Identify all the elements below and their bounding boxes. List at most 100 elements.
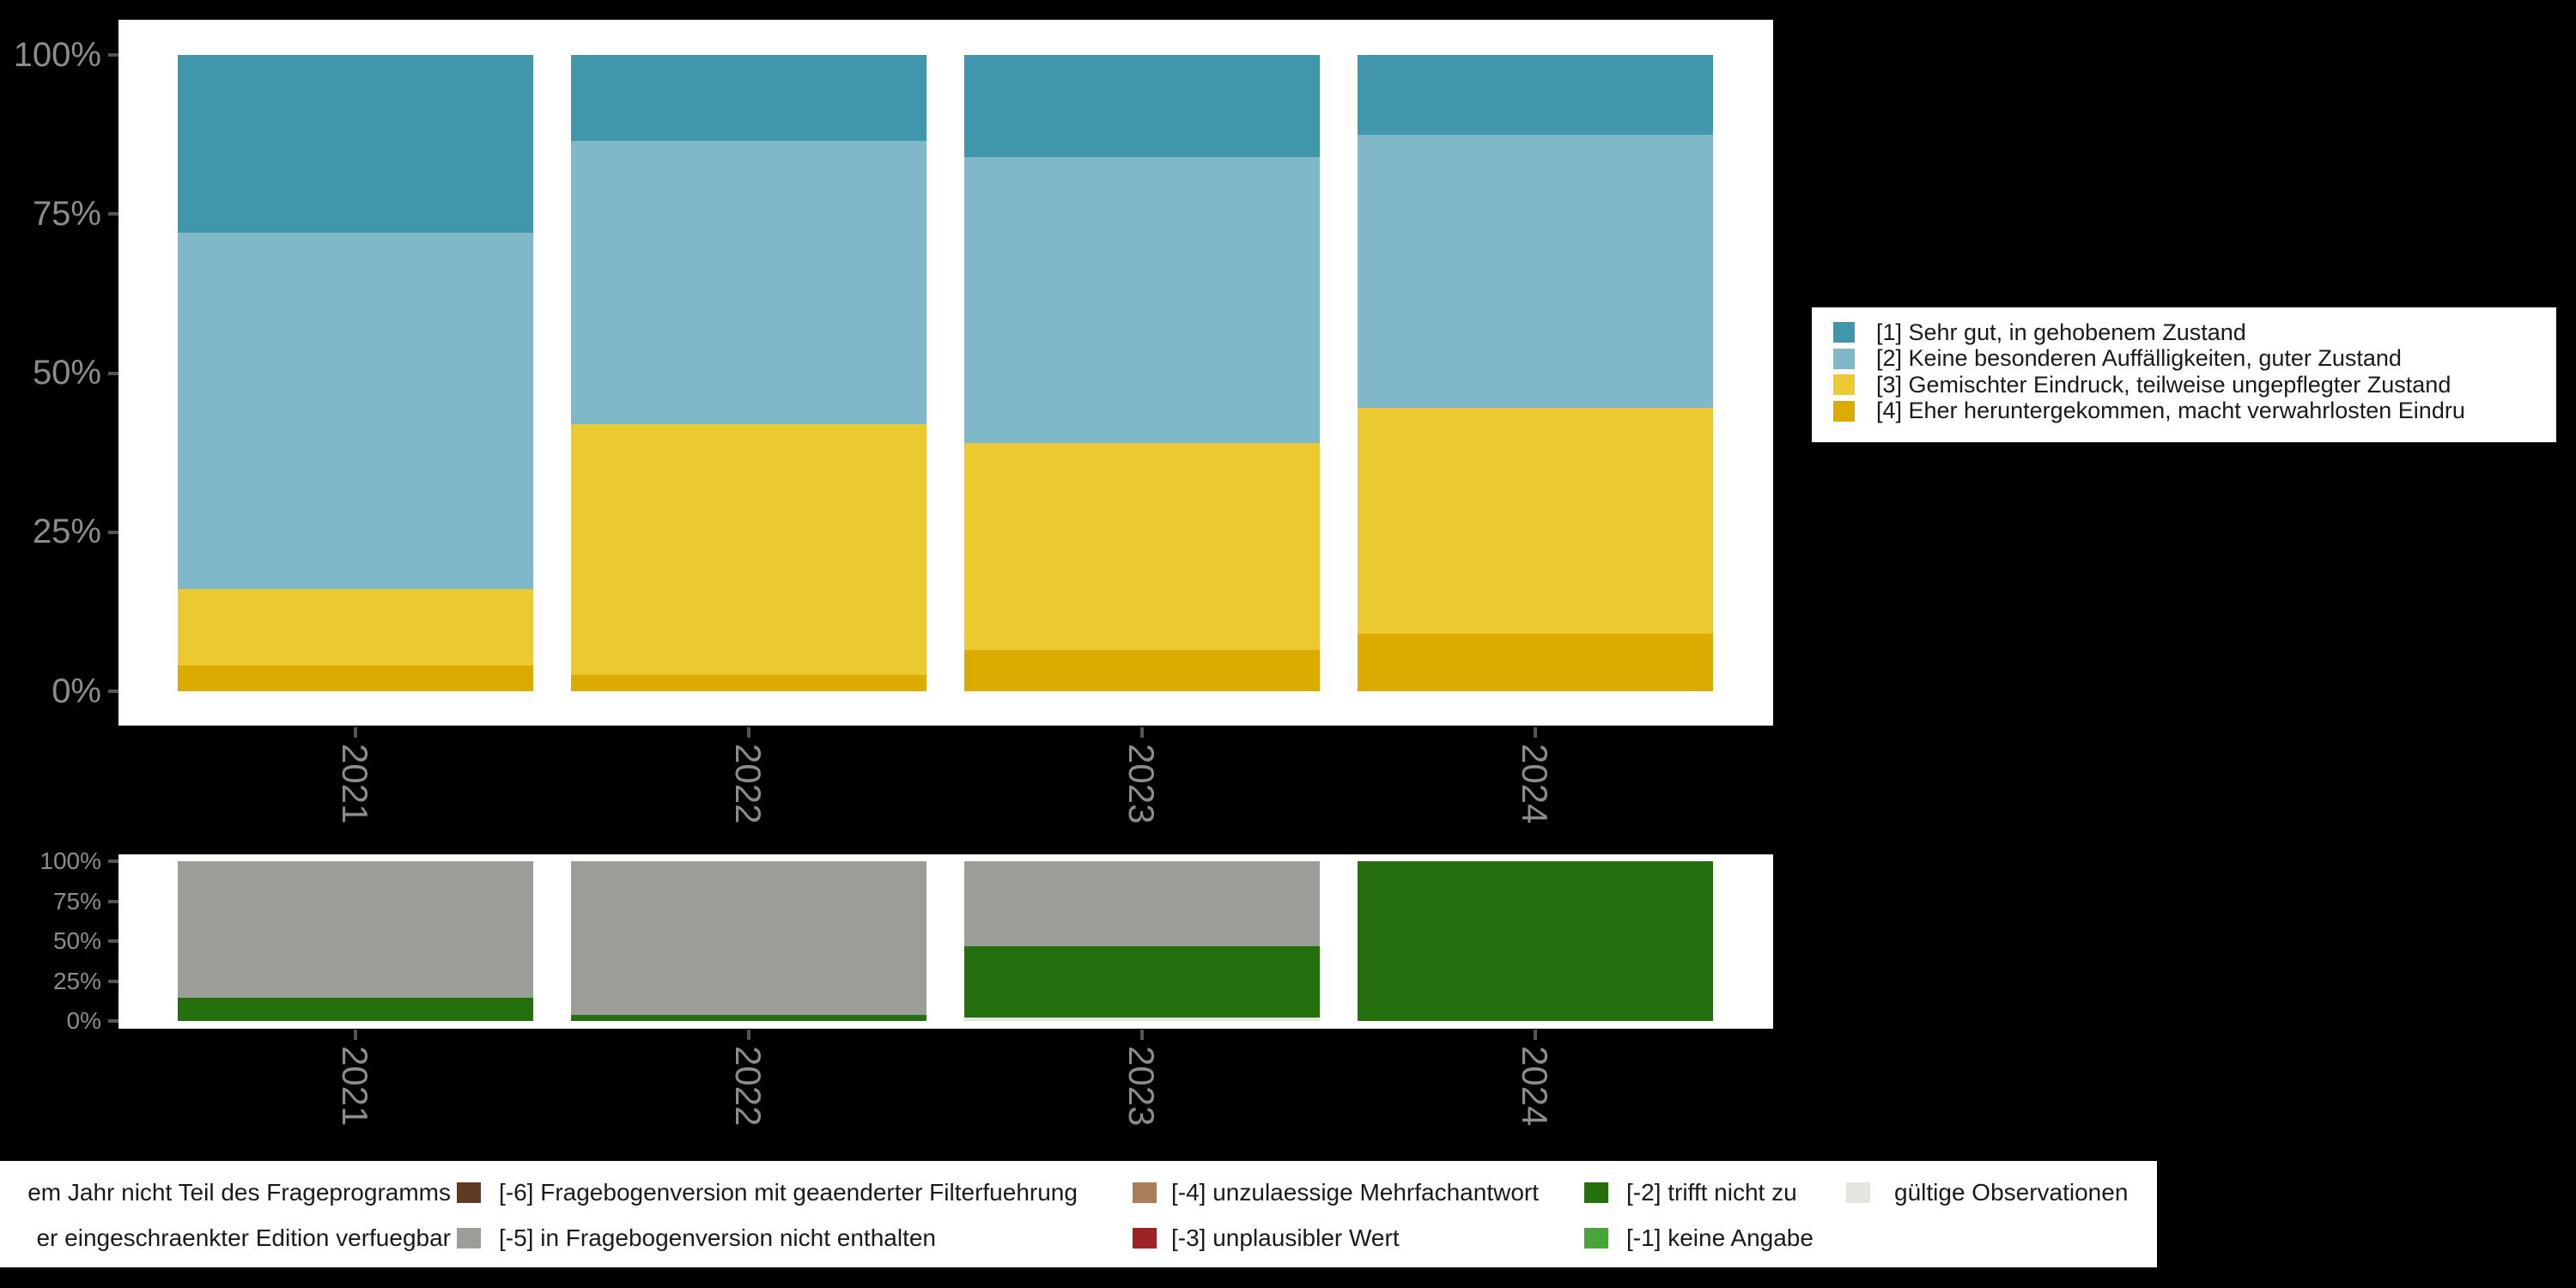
bar-segment bbox=[1358, 55, 1713, 135]
bar-segment bbox=[178, 861, 533, 999]
bar-segment bbox=[571, 423, 927, 676]
legend-item: [-3] unplausibler Wert bbox=[1133, 1224, 1400, 1252]
legend-label: [1] Sehr gut, in gehobenem Zustand bbox=[1876, 319, 2246, 345]
x-tick-label: 2021 bbox=[335, 744, 376, 824]
legend-label: [-6] Fragebogenversion mit geaenderter F… bbox=[499, 1179, 1078, 1206]
legend-item: [1] Sehr gut, in gehobenem Zustand bbox=[1833, 319, 2246, 346]
x-tick-mark bbox=[1534, 1030, 1537, 1040]
y-tick-label: 50% bbox=[32, 354, 101, 392]
y-tick-label: 0% bbox=[52, 671, 101, 710]
legend-swatch bbox=[1833, 322, 1855, 343]
legend-item: [-1] keine Angabe bbox=[1584, 1224, 1814, 1252]
legend-swatch bbox=[1833, 374, 1855, 396]
legend-missing-codes: em Jahr nicht Teil des Frageprogramms er … bbox=[0, 1161, 2157, 1267]
bar-segment bbox=[571, 675, 927, 691]
legend-item: er eingeschraenkter Edition verfuegbar bbox=[0, 1224, 451, 1252]
legend-item: [-5] in Fragebogenversion nicht enthalte… bbox=[457, 1224, 936, 1252]
legend-swatch bbox=[1584, 1228, 1608, 1249]
y-tick-mark bbox=[108, 979, 118, 983]
bar-segment bbox=[964, 55, 1320, 157]
bar-segment bbox=[1358, 634, 1713, 691]
bar-segment bbox=[964, 443, 1320, 650]
y-tick-label: 100% bbox=[39, 848, 101, 874]
y-tick-label: 25% bbox=[32, 513, 101, 551]
legend-swatch bbox=[457, 1182, 481, 1203]
bar-segment bbox=[571, 861, 927, 1016]
y-tick-mark bbox=[108, 860, 118, 863]
bar-segment bbox=[964, 1018, 1320, 1021]
legend-label: [3] Gemischter Eindruck, teilweise ungep… bbox=[1876, 371, 2451, 398]
legend-label: gültige Observationen bbox=[1894, 1179, 2129, 1206]
bar-segment bbox=[571, 55, 927, 142]
bar-segment bbox=[178, 665, 533, 691]
bar-segment bbox=[1358, 861, 1713, 1021]
legend-swatch bbox=[1833, 348, 1855, 369]
x-tick-mark bbox=[747, 727, 750, 738]
bar-segment bbox=[964, 945, 1320, 1018]
legend-label: [-1] keine Angabe bbox=[1626, 1224, 1814, 1251]
x-tick-mark bbox=[1534, 727, 1537, 738]
legend-item: gültige Observationen bbox=[1846, 1179, 2128, 1206]
bar-segment bbox=[1358, 134, 1713, 409]
legend-swatch bbox=[1133, 1228, 1157, 1249]
x-tick-mark bbox=[354, 1030, 357, 1040]
y-tick-mark bbox=[108, 530, 118, 534]
x-tick-label: 2022 bbox=[728, 744, 769, 824]
bar-segment bbox=[178, 233, 533, 590]
y-tick-mark bbox=[108, 690, 118, 693]
legend-label: [4] Eher heruntergekommen, macht verwahr… bbox=[1876, 398, 2465, 424]
y-tick-label: 0% bbox=[66, 1007, 101, 1034]
legend-swatch bbox=[457, 1228, 481, 1249]
legend-swatch bbox=[1833, 400, 1855, 422]
legend-label: er eingeschraenkter Edition verfuegbar bbox=[36, 1224, 451, 1251]
legend-item: [3] Gemischter Eindruck, teilweise ungep… bbox=[1833, 372, 2451, 398]
y-tick-mark bbox=[108, 212, 118, 216]
bar-segment bbox=[178, 589, 533, 666]
legend-item: [2] Keine besonderen Auffälligkeiten, gu… bbox=[1833, 345, 2402, 373]
bar-segment bbox=[964, 649, 1320, 691]
y-tick-mark bbox=[108, 939, 118, 943]
legend-swatch bbox=[1584, 1182, 1608, 1203]
legend-label: em Jahr nicht Teil des Frageprogramms bbox=[27, 1179, 451, 1206]
y-tick-label: 100% bbox=[13, 35, 101, 74]
legend-swatch bbox=[1846, 1182, 1870, 1203]
x-tick-label: 2024 bbox=[1515, 1046, 1556, 1127]
y-tick-label: 75% bbox=[32, 194, 101, 233]
bar-segment bbox=[178, 998, 533, 1021]
legend-label: [-5] in Fragebogenversion nicht enthalte… bbox=[499, 1224, 936, 1251]
bar-segment bbox=[178, 55, 533, 234]
x-tick-label: 2023 bbox=[1121, 1046, 1163, 1127]
x-tick-mark bbox=[1140, 727, 1144, 738]
bar-segment bbox=[571, 1015, 927, 1021]
y-tick-mark bbox=[108, 53, 118, 57]
x-tick-label: 2021 bbox=[335, 1046, 376, 1127]
legend-item: [-2] trifft nicht zu bbox=[1584, 1179, 1797, 1206]
legend-label: [2] Keine besonderen Auffälligkeiten, gu… bbox=[1876, 345, 2402, 372]
legend-item: [-6] Fragebogenversion mit geaenderter F… bbox=[457, 1179, 1078, 1206]
y-tick-label: 25% bbox=[52, 967, 101, 994]
legend-label: [-3] unplausibler Wert bbox=[1171, 1224, 1400, 1251]
x-tick-mark bbox=[354, 727, 357, 738]
legend-label: [-2] trifft nicht zu bbox=[1626, 1179, 1797, 1206]
legend-label: [-4] unzulaessige Mehrfachantwort bbox=[1171, 1179, 1539, 1206]
bar-segment bbox=[571, 141, 927, 424]
bar-segment bbox=[964, 861, 1320, 946]
y-tick-mark bbox=[108, 1019, 118, 1023]
x-tick-label: 2023 bbox=[1121, 744, 1163, 824]
y-tick-mark bbox=[108, 899, 118, 903]
legend-condition-categories: [1] Sehr gut, in gehobenem Zustand [2] Ke… bbox=[1812, 307, 2556, 442]
bar-segment bbox=[1358, 408, 1713, 635]
legend-item: em Jahr nicht Teil des Frageprogramms bbox=[0, 1179, 451, 1206]
y-tick-mark bbox=[108, 371, 118, 375]
legend-item: [-4] unzulaessige Mehrfachantwort bbox=[1133, 1179, 1539, 1206]
x-tick-label: 2024 bbox=[1515, 744, 1556, 824]
legend-item: [4] Eher heruntergekommen, macht verwahr… bbox=[1833, 398, 2465, 425]
y-tick-label: 50% bbox=[52, 927, 101, 954]
x-tick-mark bbox=[1140, 1030, 1144, 1040]
x-tick-label: 2022 bbox=[728, 1046, 769, 1127]
y-tick-label: 75% bbox=[52, 887, 101, 914]
bar-segment bbox=[964, 156, 1320, 443]
x-tick-mark bbox=[747, 1030, 750, 1040]
legend-swatch bbox=[1133, 1182, 1157, 1203]
